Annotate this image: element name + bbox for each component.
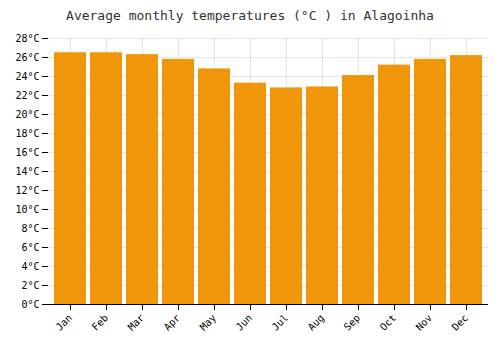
- svg-text:Dec: Dec: [450, 312, 471, 333]
- svg-text:0°C: 0°C: [21, 299, 39, 310]
- svg-text:2°C: 2°C: [21, 280, 39, 291]
- svg-text:Sep: Sep: [342, 312, 363, 333]
- svg-text:10°C: 10°C: [15, 204, 39, 215]
- svg-text:6°C: 6°C: [21, 242, 39, 253]
- svg-text:22°C: 22°C: [15, 90, 39, 101]
- svg-text:Jul: Jul: [270, 312, 291, 333]
- html-text:Average monthly temperatures (: Average monthly temperatures (°C ) in Al…: [66, 8, 434, 23]
- svg-text:4°C: 4°C: [21, 261, 39, 272]
- svg-text:18°C: 18°C: [15, 128, 39, 139]
- svg-text:20°C: 20°C: [15, 109, 39, 120]
- svg-text:8°C: 8°C: [21, 223, 39, 234]
- svg-text:Oct: Oct: [378, 312, 399, 333]
- svg-text:12°C: 12°C: [15, 185, 39, 196]
- svg-text:24°C: 24°C: [15, 71, 39, 82]
- svg-text:Aug: Aug: [306, 312, 327, 333]
- svg-text:Mar: Mar: [126, 312, 147, 333]
- svg-text:Feb: Feb: [90, 312, 111, 333]
- svg-text:Nov: Nov: [414, 312, 435, 333]
- svg-text:16°C: 16°C: [15, 147, 39, 158]
- svg-text:28°C: 28°C: [15, 33, 39, 44]
- svg-text:Jan: Jan: [54, 312, 75, 333]
- svg-text:Jun: Jun: [234, 312, 255, 333]
- svg-text:Apr: Apr: [162, 312, 183, 333]
- svg-text:26°C: 26°C: [15, 52, 39, 63]
- svg-text:14°C: 14°C: [15, 166, 39, 177]
- svg-text:May: May: [198, 312, 219, 333]
